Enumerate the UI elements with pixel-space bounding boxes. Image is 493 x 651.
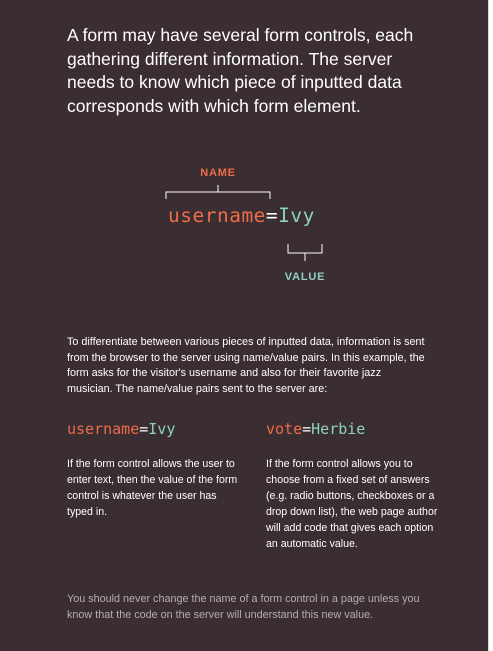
footnote: You should never change the name of a fo… — [67, 593, 420, 621]
value-bracket — [287, 244, 323, 261]
pair-name: username — [168, 204, 266, 227]
pair-equals: = — [139, 420, 149, 438]
pair-value: Ivy — [148, 420, 176, 438]
pair-value: Ivy — [278, 204, 315, 227]
bracket-lines — [165, 185, 323, 261]
intro-heading: A form may have several form controls, e… — [67, 25, 414, 116]
name-value-diagram: NAME username=Ivy VALUE — [0, 0, 488, 300]
vote-description: If the form control allows you to choose… — [266, 458, 438, 550]
pair-equals: = — [265, 204, 279, 227]
pair-equals: = — [302, 420, 312, 438]
name-value-pair-example: username=Ivy — [168, 204, 315, 227]
name-bracket — [165, 185, 271, 199]
username-pair: username=Ivy — [67, 420, 175, 438]
vote-pair: vote=Herbie — [266, 420, 365, 438]
pair-name: vote — [266, 420, 303, 438]
name-label: NAME — [200, 167, 236, 179]
explanation-paragraph: To differentiate between various pieces … — [67, 336, 425, 395]
pair-name: username — [67, 420, 140, 438]
username-description: If the form control allows the user to e… — [67, 458, 238, 518]
value-label: VALUE — [284, 271, 326, 283]
pair-value: Herbie — [311, 420, 366, 438]
